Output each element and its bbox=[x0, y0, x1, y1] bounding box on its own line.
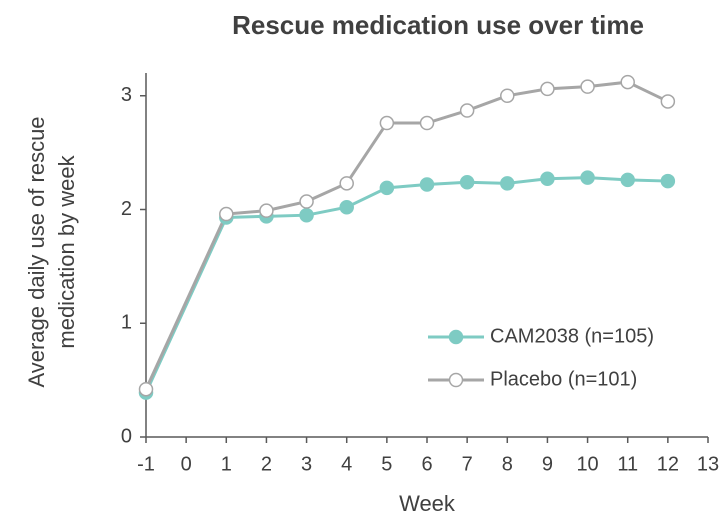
data-point bbox=[299, 194, 314, 209]
data-point bbox=[620, 74, 635, 90]
data-point bbox=[500, 88, 515, 103]
data-point bbox=[219, 206, 234, 222]
legend-marker bbox=[448, 329, 464, 345]
y-axis-label: medication by week bbox=[54, 154, 79, 348]
data-point bbox=[459, 174, 475, 190]
data-point bbox=[259, 203, 274, 218]
data-point bbox=[419, 177, 435, 192]
y-tick-label: 3 bbox=[121, 84, 132, 106]
data-point bbox=[660, 94, 676, 109]
y-tick-label: 0 bbox=[121, 425, 132, 447]
x-tick-label: 7 bbox=[462, 453, 473, 475]
x-tick-label: 1 bbox=[221, 453, 232, 475]
x-tick-label: 2 bbox=[261, 453, 272, 475]
x-tick-label: 13 bbox=[697, 453, 719, 475]
data-point bbox=[419, 115, 435, 131]
x-tick-label: 11 bbox=[617, 453, 638, 475]
data-point bbox=[379, 180, 395, 196]
x-tick-label: 5 bbox=[381, 453, 392, 475]
legend-marker bbox=[448, 372, 464, 388]
y-axis-label: Average daily use of rescue bbox=[24, 116, 49, 387]
x-tick-label: 12 bbox=[657, 453, 679, 475]
data-point bbox=[459, 103, 475, 118]
data-point bbox=[620, 172, 635, 188]
data-point bbox=[500, 176, 515, 191]
y-axis-label-group: Average daily use of rescue medication b… bbox=[24, 116, 79, 387]
legend-label: Placebo (n=101) bbox=[490, 368, 637, 390]
data-point bbox=[580, 170, 595, 185]
y-tick-label: 1 bbox=[121, 312, 132, 334]
x-tick-label: 6 bbox=[421, 453, 432, 475]
data-point bbox=[580, 79, 595, 94]
data-point bbox=[660, 173, 676, 189]
x-tick-label: 0 bbox=[181, 453, 192, 475]
data-point bbox=[339, 199, 354, 215]
data-point bbox=[540, 81, 555, 97]
x-tick-label: 3 bbox=[301, 453, 312, 475]
y-tick-label: 2 bbox=[121, 198, 132, 220]
x-tick-label: -1 bbox=[137, 453, 155, 475]
data-point bbox=[138, 381, 154, 397]
x-tick-label: 8 bbox=[502, 453, 513, 475]
data-point bbox=[339, 176, 354, 191]
data-point bbox=[299, 207, 314, 223]
x-tick-label: 10 bbox=[576, 453, 598, 475]
x-tick-label: 9 bbox=[542, 453, 553, 475]
x-axis-label: Week bbox=[399, 491, 456, 516]
legend-label: CAM2038 (n=105) bbox=[490, 325, 654, 347]
data-point bbox=[540, 171, 555, 187]
chart-title: Rescue medication use over time bbox=[232, 10, 644, 40]
data-point bbox=[379, 115, 395, 131]
x-tick-label: 4 bbox=[341, 453, 352, 475]
